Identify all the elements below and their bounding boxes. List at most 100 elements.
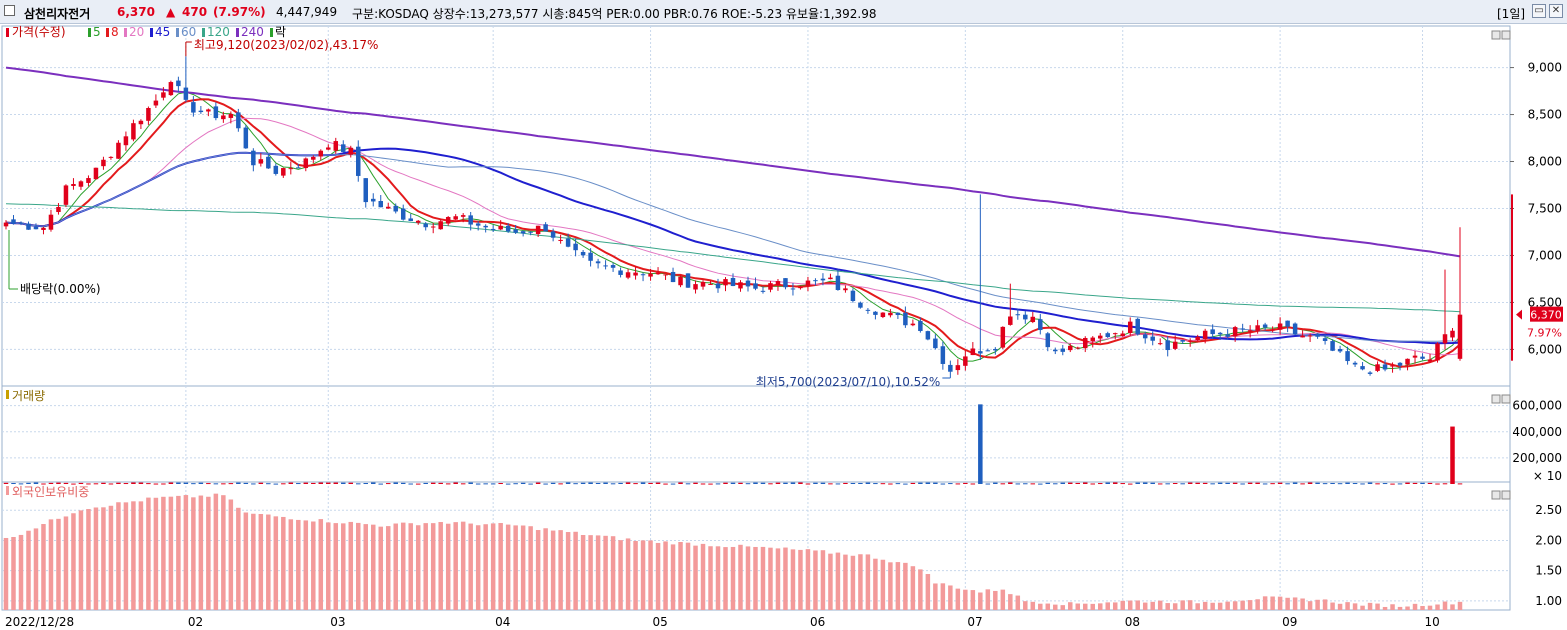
candle-body — [93, 167, 99, 180]
foreign-ownership-bar — [18, 534, 24, 610]
volume-bar — [356, 483, 361, 485]
foreign-ownership-bar — [880, 559, 886, 610]
candle-body — [1427, 359, 1433, 362]
foreign-ownership-bar — [370, 524, 376, 610]
foreign-ownership-bar — [251, 513, 256, 610]
volume-bar — [1225, 482, 1230, 484]
candle-body — [63, 185, 69, 205]
volume-bar — [1277, 482, 1283, 484]
volume-bar — [828, 483, 833, 485]
candle-body — [176, 80, 181, 87]
foreign-ownership-bar — [138, 501, 144, 610]
foreign-ownership-bar — [625, 538, 631, 610]
volume-panel-minimize-button[interactable] — [1491, 394, 1501, 404]
candle-body — [251, 150, 256, 166]
checkbox[interactable] — [4, 5, 15, 16]
volume-bar — [1202, 482, 1208, 484]
candle-body — [33, 226, 39, 230]
candle-body — [1435, 343, 1440, 361]
candle-body — [1217, 332, 1223, 335]
volume-bar — [1270, 483, 1275, 485]
candle-body — [1075, 347, 1081, 349]
candle-body — [1150, 336, 1155, 341]
volume-bar — [11, 483, 16, 485]
foreign-ownership-bar — [296, 519, 301, 610]
candle-body — [933, 338, 938, 349]
candle-body — [1112, 333, 1118, 335]
volume-bar — [86, 483, 91, 485]
candle-body — [273, 165, 279, 174]
volume-bar — [1127, 483, 1133, 485]
volume-bar — [370, 482, 376, 484]
volume-bar — [78, 482, 84, 484]
candle-body — [918, 320, 923, 331]
candle-body — [535, 225, 541, 235]
foreign-ownership-bar — [356, 522, 361, 610]
current-pct-tag: 7.97% — [1527, 327, 1562, 340]
candle-body — [738, 282, 743, 289]
foreign-panel-close-button[interactable] — [1501, 490, 1511, 500]
foreign-panel-minimize-button[interactable] — [1491, 490, 1501, 500]
x-axis-label: 06 — [810, 615, 825, 629]
legend-marker — [236, 28, 239, 37]
candle-body — [805, 280, 811, 286]
candle-body — [460, 215, 466, 217]
volume-bar — [1083, 482, 1088, 484]
volume-bar — [610, 483, 616, 485]
candle-body — [1187, 340, 1193, 342]
x-axis-label: 10 — [1425, 615, 1440, 629]
volume-bar — [1285, 483, 1290, 485]
price-panel-minimize-button[interactable] — [1491, 30, 1501, 40]
candle-body — [828, 277, 833, 280]
price-panel-close-button[interactable] — [1501, 30, 1511, 40]
candle-body — [1202, 330, 1208, 340]
foreign-ownership-bar — [858, 554, 863, 610]
volume-bar — [26, 482, 31, 484]
restore-icon[interactable]: ▭ — [1532, 4, 1546, 18]
foreign-ownership-bar — [595, 535, 601, 610]
volume-axis-tick: 200,000 — [1512, 451, 1562, 465]
candle-body — [1045, 333, 1051, 348]
volume-bar — [663, 483, 668, 485]
candle-body — [835, 275, 841, 290]
foreign-ownership-bar — [955, 588, 961, 610]
foreign-ownership-bar — [183, 495, 189, 610]
price-axis-tick: 9,000 — [1528, 61, 1562, 75]
x-axis-label: 09 — [1282, 615, 1297, 629]
foreign-ownership-bar — [1337, 603, 1343, 610]
candle-body — [670, 271, 676, 283]
foreign-ownership-bar — [835, 552, 841, 610]
candle-body — [888, 312, 893, 316]
foreign-ownership-bar — [3, 537, 9, 610]
candle-body — [1068, 345, 1073, 351]
ma-line-120 — [5, 203, 1461, 313]
volume-panel-close-button[interactable] — [1501, 394, 1511, 404]
volume-bar — [363, 483, 369, 485]
volume-bar — [445, 483, 451, 485]
candle-body — [723, 279, 728, 286]
foreign-ownership-bar — [341, 523, 346, 610]
volume-axis-tick: 600,000 — [1512, 399, 1562, 413]
foreign-ownership-bar — [813, 550, 818, 610]
candle-body — [281, 168, 286, 176]
foreign-ownership-bar — [783, 547, 788, 610]
foreign-ownership-bar — [116, 502, 121, 610]
close-icon[interactable]: ✕ — [1549, 4, 1563, 18]
candle-body — [1172, 341, 1178, 349]
foreign-ownership-bar — [738, 544, 743, 610]
candle-body — [198, 110, 204, 113]
candle-body — [783, 278, 788, 288]
price-axis-tick: 8,500 — [1528, 108, 1562, 122]
foreign-ownership-bar — [933, 583, 938, 610]
volume-bar — [378, 483, 383, 485]
candle-body — [288, 168, 294, 170]
candle-body — [1442, 334, 1448, 344]
legend-marker — [270, 28, 273, 37]
candle-body — [1165, 340, 1170, 351]
candle-body — [1015, 314, 1021, 316]
volume-bar — [48, 482, 54, 484]
candle-body — [206, 109, 211, 112]
candle-body — [213, 106, 219, 119]
volume-bar — [1075, 482, 1081, 484]
period-selector[interactable]: [1일] — [1497, 7, 1526, 21]
